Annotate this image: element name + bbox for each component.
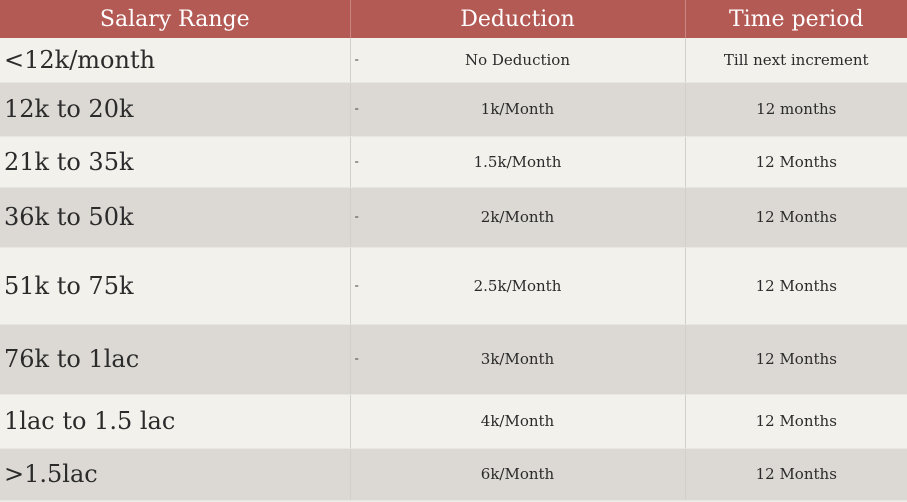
cell-time-period: 12 Months bbox=[685, 247, 907, 325]
deduction-value: 1k/Month bbox=[480, 100, 555, 118]
cell-deduction: - 2k/Month bbox=[350, 187, 686, 248]
table-row: 21k to 35k - 1.5k/Month 12 Months bbox=[0, 136, 907, 188]
cell-time-period: 12 Months bbox=[685, 187, 907, 248]
cell-salary-range: 51k to 75k bbox=[0, 247, 351, 325]
table-row: 51k to 75k - 2.5k/Month 12 Months bbox=[0, 247, 907, 325]
cell-time-period: Till next increment bbox=[685, 38, 907, 83]
table-row: <12k/month - No Deduction Till next incre… bbox=[0, 38, 907, 83]
header-deduction: Deduction bbox=[350, 0, 686, 38]
header-time-period: Time period bbox=[685, 0, 907, 38]
deduction-value: 2k/Month bbox=[480, 208, 555, 226]
deduction-value: 6k/Month bbox=[480, 465, 555, 483]
cell-deduction: - 2.5k/Month bbox=[350, 247, 686, 325]
deduction-value: 3k/Month bbox=[480, 350, 555, 368]
cell-time-period: 12 Months bbox=[685, 136, 907, 188]
cell-salary-range: 12k to 20k bbox=[0, 82, 351, 137]
table-row: 36k to 50k - 2k/Month 12 Months bbox=[0, 187, 907, 248]
table-row: 76k to 1lac - 3k/Month 12 Months bbox=[0, 324, 907, 395]
table-row: >1.5lac 6k/Month 12 Months bbox=[0, 448, 907, 501]
cell-salary-range: 21k to 35k bbox=[0, 136, 351, 188]
deduction-value: 4k/Month bbox=[480, 412, 555, 430]
header-row: Salary Range Deduction Time period bbox=[0, 0, 907, 38]
deduction-value: 2.5k/Month bbox=[473, 276, 562, 295]
cell-salary-range: <12k/month bbox=[0, 38, 351, 83]
dash-marker: - bbox=[354, 351, 359, 367]
dash-marker: - bbox=[354, 278, 359, 293]
cell-deduction: - 1.5k/Month bbox=[350, 136, 686, 188]
dash-marker: - bbox=[354, 154, 359, 169]
deduction-value: 1.5k/Month bbox=[473, 152, 562, 171]
cell-deduction: - No Deduction bbox=[350, 38, 686, 83]
deduction-value: No Deduction bbox=[464, 50, 570, 69]
dash-marker: - bbox=[354, 52, 359, 68]
cell-time-period: 12 Months bbox=[685, 448, 907, 501]
dash-marker: - bbox=[354, 209, 359, 225]
table-row: 12k to 20k - 1k/Month 12 months bbox=[0, 82, 907, 137]
cell-salary-range: 1lac to 1.5 lac bbox=[0, 394, 351, 449]
header-salary-range: Salary Range bbox=[0, 0, 351, 38]
cell-time-period: 12 Months bbox=[685, 394, 907, 449]
dash-marker: - bbox=[354, 101, 359, 117]
cell-salary-range: 36k to 50k bbox=[0, 187, 351, 248]
cell-deduction: 6k/Month bbox=[350, 448, 686, 501]
cell-salary-range: >1.5lac bbox=[0, 448, 351, 501]
cell-deduction: - 1k/Month bbox=[350, 82, 686, 137]
cell-salary-range: 76k to 1lac bbox=[0, 324, 351, 395]
cell-time-period: 12 months bbox=[685, 82, 907, 137]
table-row: 1lac to 1.5 lac 4k/Month 12 Months bbox=[0, 394, 907, 449]
cell-deduction: 4k/Month bbox=[350, 394, 686, 449]
cell-deduction: - 3k/Month bbox=[350, 324, 686, 395]
cell-time-period: 12 Months bbox=[685, 324, 907, 395]
